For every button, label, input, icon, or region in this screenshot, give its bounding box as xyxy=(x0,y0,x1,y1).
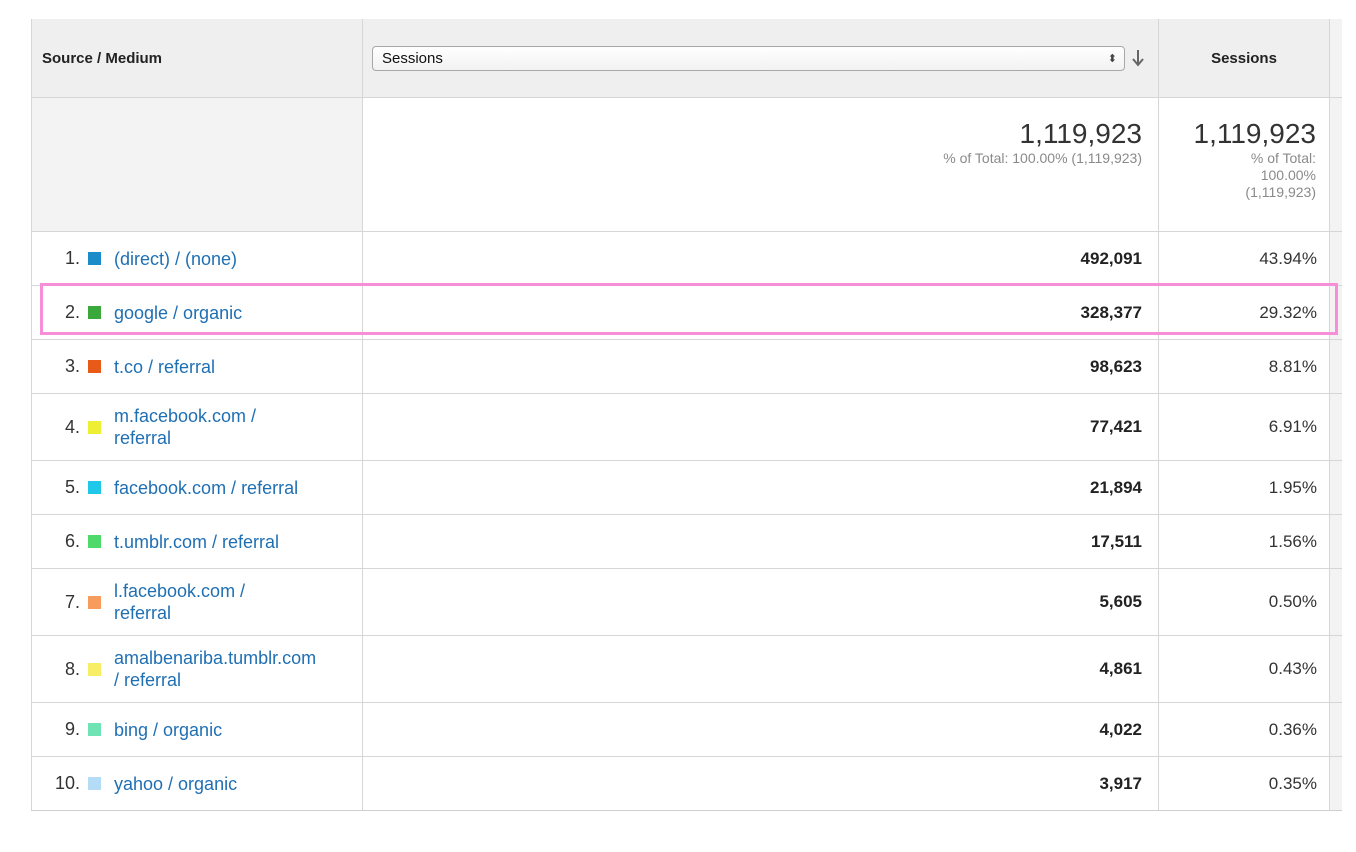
row-rank: 2. xyxy=(64,302,80,322)
totals-label-cell xyxy=(32,98,362,231)
series-color-swatch xyxy=(88,306,101,319)
source-medium-table: Source / Medium Sessions ⬍ Sessions 1,11… xyxy=(31,19,1342,811)
table-row: 4. m.facebook.com / referral 77,421 6.91% xyxy=(32,393,1342,460)
header-edge xyxy=(1329,19,1342,97)
sessions-percent: 8.81% xyxy=(1158,340,1329,393)
source-link-line2: referral xyxy=(114,603,172,623)
column-header-sessions[interactable]: Sessions xyxy=(1158,19,1329,97)
table-row: 8. amalbenariba.tumblr.com / referral 4,86… xyxy=(32,635,1342,702)
totals-row: 1,119,923 % of Total: 100.00% (1,119,923… xyxy=(32,97,1342,231)
source-link[interactable]: facebook.com / referral xyxy=(114,477,299,498)
row-rank: 8. xyxy=(64,658,80,679)
source-link[interactable]: amalbenariba.tumblr.com / referral xyxy=(114,647,316,691)
series-color-swatch xyxy=(88,595,101,609)
series-color-swatch xyxy=(88,360,101,373)
totals-edge xyxy=(1329,98,1342,231)
totals-sub-line2: 100.00% xyxy=(1260,167,1316,183)
sort-descending-icon[interactable] xyxy=(1131,49,1145,67)
row-rank: 10. xyxy=(54,773,80,793)
sessions-bar-cell: 328,377 xyxy=(362,286,1158,339)
series-color-swatch xyxy=(88,723,101,736)
sessions-percent: 0.43% xyxy=(1158,636,1329,702)
table-row: 3. t.co / referral 98,623 8.81% xyxy=(32,339,1342,393)
sessions-percent: 29.32% xyxy=(1158,286,1329,339)
sessions-percent: 1.95% xyxy=(1158,461,1329,514)
column-header-source-medium[interactable]: Source / Medium xyxy=(32,19,362,97)
metric-select-value: Sessions xyxy=(382,49,443,67)
totals-bar-cell: 1,119,923 % of Total: 100.00% (1,119,923… xyxy=(362,98,1158,231)
source-link[interactable]: t.co / referral xyxy=(114,356,216,377)
sessions-bar-cell: 77,421 xyxy=(362,394,1158,460)
sessions-bar-cell: 5,605 xyxy=(362,569,1158,635)
totals-sub-line3: (1,119,923) xyxy=(1245,184,1316,200)
totals-sessions-cell: 1,119,923 % of Total: 100.00% (1,119,923… xyxy=(1158,98,1329,231)
totals-bar-value: 1,119,923 xyxy=(1019,118,1143,149)
source-link[interactable]: m.facebook.com / referral xyxy=(114,405,256,449)
source-link[interactable]: l.facebook.com / referral xyxy=(114,580,245,624)
sessions-percent: 0.50% xyxy=(1158,569,1329,635)
totals-sub-line1: % of Total: xyxy=(1250,150,1316,166)
sessions-bar-cell: 17,511 xyxy=(362,515,1158,568)
source-link[interactable]: bing / organic xyxy=(114,719,223,740)
sessions-percent: 6.91% xyxy=(1158,394,1329,460)
table-row: 10. yahoo / organic 3,917 0.35% xyxy=(32,756,1342,810)
row-rank: 1. xyxy=(64,248,80,268)
table-row: 5. facebook.com / referral 21,894 1.95% xyxy=(32,460,1342,514)
series-color-swatch xyxy=(88,777,101,790)
source-link[interactable]: t.umblr.com / referral xyxy=(114,531,280,552)
table-row: 1. (direct) / (none) 492,091 43.94% xyxy=(32,231,1342,285)
series-color-swatch xyxy=(88,481,101,494)
table-header-row: Source / Medium Sessions ⬍ Sessions xyxy=(32,19,1342,97)
row-rank: 4. xyxy=(64,416,80,437)
metric-select-cell: Sessions ⬍ xyxy=(362,19,1158,97)
row-rank: 6. xyxy=(64,531,80,551)
table-row: 6. t.umblr.com / referral 17,511 1.56% xyxy=(32,514,1342,568)
source-link[interactable]: google / organic xyxy=(114,302,243,323)
sessions-bar-cell: 3,917 xyxy=(362,757,1158,810)
sessions-percent: 43.94% xyxy=(1158,232,1329,285)
row-rank: 7. xyxy=(64,591,80,612)
metric-select[interactable]: Sessions ⬍ xyxy=(372,45,1125,71)
sessions-bar-cell: 4,022 xyxy=(362,703,1158,756)
table-row: 9. bing / organic 4,022 0.36% xyxy=(32,702,1342,756)
source-link-line2: referral xyxy=(114,428,172,448)
totals-bar-sub: % of Total: 100.00% (1,119,923) xyxy=(943,150,1142,166)
source-link[interactable]: yahoo / organic xyxy=(114,773,238,794)
sessions-percent: 1.56% xyxy=(1158,515,1329,568)
source-link-line1: l.facebook.com / xyxy=(114,581,246,601)
sessions-percent: 0.35% xyxy=(1158,757,1329,810)
totals-sessions-value: 1,119,923 xyxy=(1193,118,1317,149)
row-rank: 5. xyxy=(64,477,80,497)
row-rank: 9. xyxy=(64,719,80,739)
table-row: 2. google / organic 328,377 29.32% xyxy=(32,285,1342,339)
row-rank: 3. xyxy=(64,356,80,376)
sessions-bar-cell: 98,623 xyxy=(362,340,1158,393)
table-row: 7. l.facebook.com / referral 5,605 0.50% xyxy=(32,568,1342,635)
sessions-percent: 0.36% xyxy=(1158,703,1329,756)
series-color-swatch xyxy=(88,662,101,676)
series-color-swatch xyxy=(88,252,101,265)
sessions-bar-cell: 492,091 xyxy=(362,232,1158,285)
series-color-swatch xyxy=(88,535,101,548)
source-link-line2: / referral xyxy=(114,670,182,690)
source-link[interactable]: (direct) / (none) xyxy=(114,248,238,269)
source-link-line1: amalbenariba.tumblr.com xyxy=(114,648,317,668)
source-link-line1: m.facebook.com / xyxy=(114,406,257,426)
sessions-bar-cell: 21,894 xyxy=(362,461,1158,514)
select-arrows-icon: ⬍ xyxy=(1107,52,1117,65)
sessions-bar-cell: 4,861 xyxy=(362,636,1158,702)
series-color-swatch xyxy=(88,420,101,434)
